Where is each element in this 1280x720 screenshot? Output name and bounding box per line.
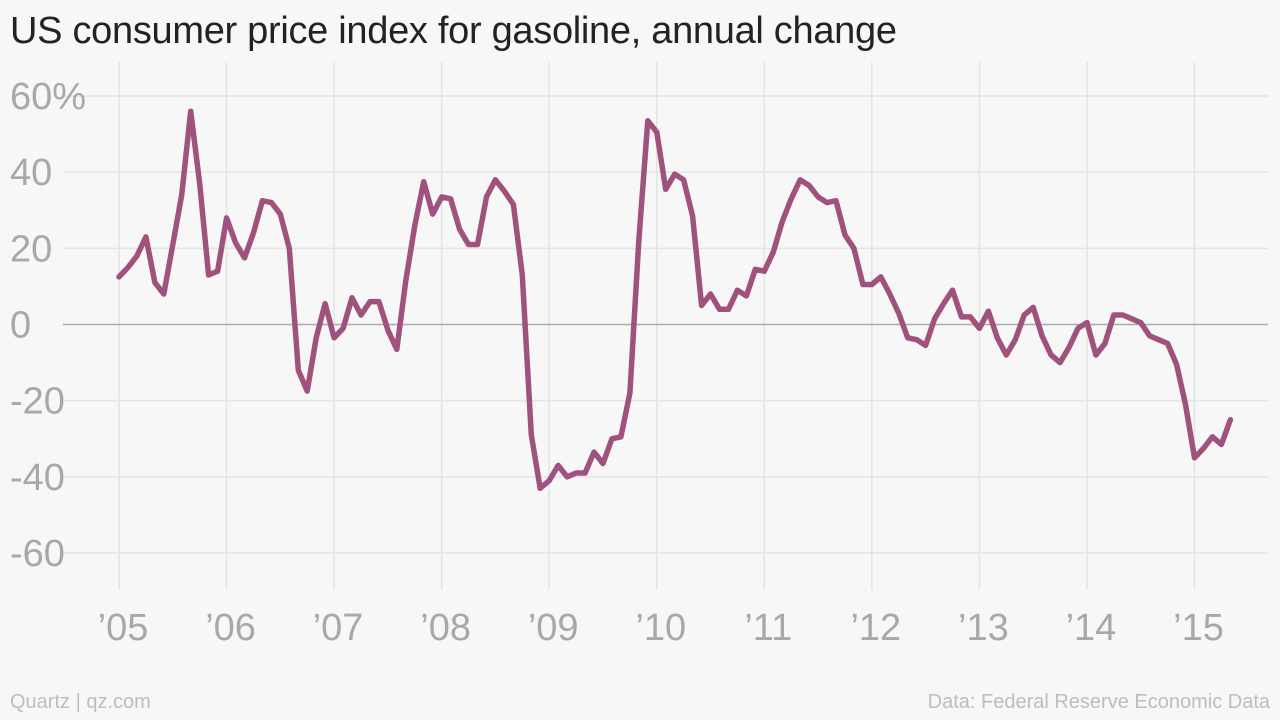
footer-source: Data: Federal Reserve Economic Data — [927, 691, 1270, 713]
y-tick-label: 60% — [10, 76, 86, 118]
y-tick-label: -40 — [10, 457, 65, 499]
y-axis-labels: 60% 40 20 0 -20 -40 -60 — [10, 76, 86, 575]
x-tick-label: ’09 — [528, 607, 579, 649]
y-tick-label: 0 — [10, 305, 31, 347]
x-tick-label: ’12 — [850, 607, 901, 649]
x-tick-label: ’13 — [958, 607, 1009, 649]
x-tick-label: ’11 — [744, 607, 792, 649]
series-group — [116, 108, 1234, 492]
footer-credit: Quartz | qz.com — [10, 691, 151, 713]
y-tick-label: 40 — [10, 152, 52, 194]
series-line — [116, 108, 1234, 492]
x-tick-label: ’07 — [313, 607, 364, 649]
x-axis-labels: ’05 ’06 ’07 ’08 ’09 ’10 ’11 ’12 ’13 ’14 ’15 — [98, 607, 1224, 649]
x-tick-label: ’15 — [1173, 607, 1224, 649]
x-tick-label: ’10 — [635, 607, 686, 649]
y-tick-label: 20 — [10, 228, 52, 270]
x-tick-label: ’08 — [420, 607, 471, 649]
y-tick-label: -60 — [10, 533, 65, 575]
x-tick-label: ’14 — [1066, 607, 1117, 649]
chart-title: US consumer price index for gasoline, an… — [10, 10, 897, 52]
x-tick-label: ’05 — [98, 607, 149, 649]
y-tick-label: -20 — [10, 381, 65, 423]
x-tick-label: ’06 — [205, 607, 256, 649]
